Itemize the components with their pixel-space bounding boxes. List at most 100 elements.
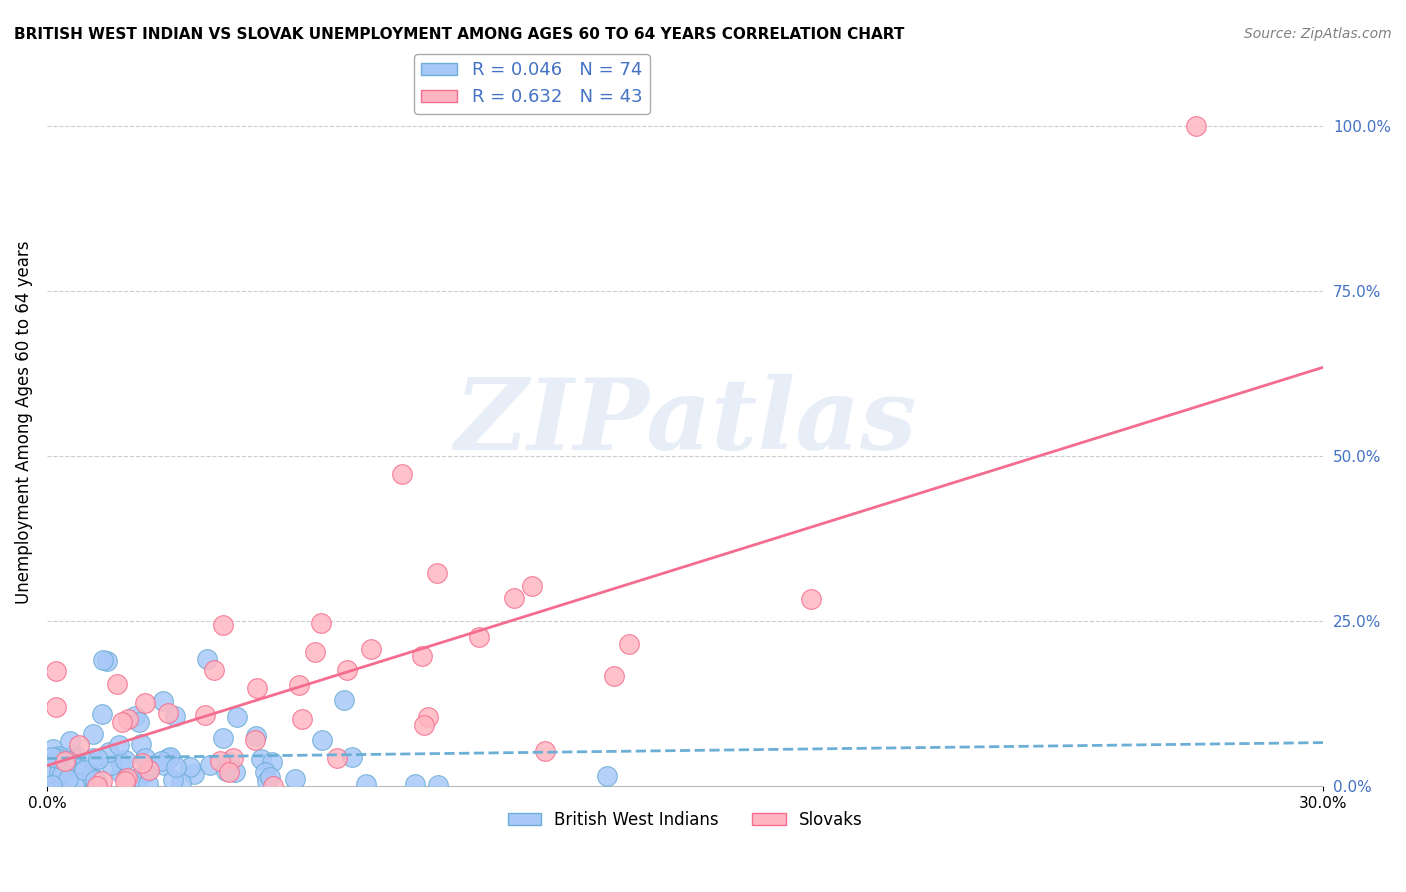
Point [309,615,332,630]
Point [799,591,821,606]
Point [156,751,179,765]
Point [179,759,201,773]
Point [152,694,174,708]
Text: BRITISH WEST INDIAN VS SLOVAK UNEMPLOYMENT AMONG AGES 60 TO 64 YEARS CORRELATION: BRITISH WEST INDIAN VS SLOVAK UNEMPLOYME… [14,27,904,42]
Point [105,677,128,691]
Point [162,773,184,788]
Point [38,777,60,791]
Point [131,756,153,770]
Point [59,748,82,763]
Point [311,732,333,747]
Point [218,755,240,769]
Point [136,777,159,791]
Point [195,651,218,665]
Point [224,764,246,779]
Y-axis label: Unemployment Among Ages 60 to 64 years: Unemployment Among Ages 60 to 64 years [15,241,32,605]
Point [80,767,103,781]
Point [129,737,152,751]
Point [108,755,131,769]
Point [51,767,73,781]
Point [73,763,96,777]
Legend: British West Indians, Slovaks: British West Indians, Slovaks [501,805,869,836]
Point [115,771,138,785]
Point [360,642,382,657]
Point [170,776,193,790]
Point [304,645,326,659]
Point [411,648,433,663]
Point [97,745,120,759]
Point [290,712,312,726]
Point [336,663,359,677]
Point [111,714,134,729]
Point [153,758,176,772]
Point [245,729,267,743]
Point [84,773,107,788]
Point [63,747,86,762]
Point [110,766,132,780]
Point [91,653,114,667]
Point [159,750,181,764]
Point [114,753,136,767]
Point [128,770,150,784]
Point [165,708,187,723]
Point [90,774,112,789]
Point [84,778,107,792]
Point [391,467,413,481]
Point [135,765,157,780]
Point [86,779,108,793]
Point [259,770,281,784]
Point [55,756,77,771]
Point [96,654,118,668]
Point [183,767,205,781]
Point [202,663,225,677]
Point [246,681,269,695]
Point [100,757,122,772]
Point [215,764,238,778]
Point [86,775,108,789]
Point [426,566,449,580]
Point [284,772,307,787]
Point [41,749,63,764]
Point [134,696,156,710]
Point [287,678,309,692]
Point [225,709,247,723]
Point [404,777,426,791]
Point [91,707,114,722]
Point [56,772,79,786]
Point [617,637,640,651]
Text: ZIPatlas: ZIPatlas [454,375,917,471]
Point [117,712,139,726]
Point [82,751,104,765]
Point [468,630,491,644]
Text: Source: ZipAtlas.com: Source: ZipAtlas.com [1244,27,1392,41]
Point [128,715,150,730]
Point [211,617,233,632]
Point [157,706,180,720]
Point [41,778,63,792]
Point [326,750,349,764]
Point [124,709,146,723]
Point [254,765,277,780]
Point [45,700,67,714]
Point [42,742,65,756]
Point [256,773,278,788]
Point [412,718,434,732]
Point [165,760,187,774]
Point [138,763,160,777]
Point [48,769,70,783]
Point [53,754,76,768]
Point [212,731,235,746]
Point [354,776,377,790]
Point [149,754,172,768]
Point [596,769,619,783]
Point [59,733,82,747]
Point [134,751,156,765]
Point [333,693,356,707]
Point [82,727,104,741]
Point [67,738,90,752]
Point [48,748,70,763]
Point [107,738,129,752]
Point [222,751,245,765]
Point [262,779,284,793]
Point [45,664,67,678]
